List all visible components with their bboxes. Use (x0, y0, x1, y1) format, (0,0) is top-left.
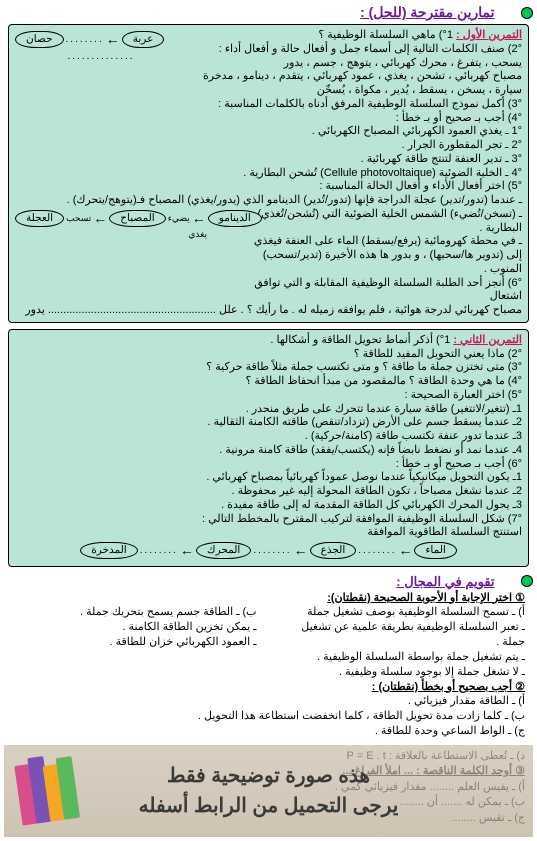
ex1-q5a: ـ عندما (تدور/تدير) عجلة الدراجة فإنها (… (15, 194, 522, 208)
eval-q1-r4: ـ لا تشغل جملة إلا بوجود سلسلة وظيفية . (281, 665, 526, 680)
d1-edge-dots: ........ (66, 34, 104, 47)
evaluation-block: ① اختر الإجابة أو الأجوبة الصحيحة (نقطتا… (12, 591, 525, 739)
d3-node-1: الجذع (310, 542, 357, 559)
ex1-q4d: 4° ـ الخلية الضوئية (Cellule photovoltai… (193, 167, 522, 181)
eval-q2-head: ② أجب بصحيح أو بخطأ (نقطتان) : (12, 680, 525, 695)
d3-e1: ........ (358, 545, 396, 558)
ex2-q6c: 3ـ يحول المحرك الكهربائي كل الطاقة المقد… (15, 499, 522, 513)
eval-q2c: ج) ـ الواط الساعي وحدة للطاقة . (12, 724, 525, 739)
ex2-q5c: 3ـ عندما تدور عنفة تكتسب طاقة (كامنة/حرك… (15, 430, 522, 444)
d2-edge-2: تسحب (66, 213, 91, 224)
arrow-left-icon: ← (106, 31, 120, 49)
ex2-q2: 2°) ماذا يعني التحويل المفيد للطاقة ؟ (15, 348, 522, 362)
watermark-line1: هذه صورة توضيحية فقط (139, 761, 399, 791)
ex1-q5: 5°) اختر أفعال الأداء و أفعال الحالة الم… (15, 180, 522, 194)
ex1-q5d: إلى (تدوير ها/سحبها) ، و بدور ها هذه الأ… (241, 249, 522, 277)
ex2-q4: 4°) ما هي وحدة الطاقة ؟ مالمقصود من مبدأ… (15, 375, 522, 389)
d1-trail-dots: .............. (15, 51, 187, 64)
eval-q1-r2: ـ تعبر السلسلة الوظيفية بطريقة علمية عن … (281, 620, 526, 650)
ex2-q1: 1°) أذكر أنماط تحويل الطاقة و أشكالها . (270, 334, 450, 346)
ex2-q5a: 1ـ (تتغير/لاتتغير) طاقة سيارة عندما تتحر… (15, 403, 522, 417)
eval-q1-l3: ـ العمود الكهربائي خزان للطاقة . (12, 635, 257, 650)
ex1-q4b: 2° ـ تجر المقطورة الجرار . (193, 139, 522, 153)
ex2-q3: 3°) متى تختزن جملة ما طاقة ؟ و متى تكتسب… (15, 361, 522, 375)
watermark-text: هذه صورة توضيحية فقط يرجى التحميل من الر… (139, 761, 399, 821)
arrow-left-icon: ← (294, 542, 308, 560)
d3-e3: ........ (140, 545, 178, 558)
d2-edge-1: يضيء (168, 213, 190, 224)
d2-node-2: العجلة (15, 210, 64, 227)
ex1-q3: 3°) أكمل نموذج السلسلة الوظيفية المرفق أ… (193, 98, 522, 112)
ex1-q4c: 3° ـ تدير العنفة لتنتج طاقة كهربائية . (193, 153, 522, 167)
proposed-exercises-title: تمارين مقترحة (للحل) : (4, 4, 533, 22)
arrow-left-icon: ← (398, 542, 412, 560)
ex1-label: التمرين الأول : (456, 29, 522, 41)
d1-node-1: عربة (122, 31, 165, 48)
eval-q1-l2: ـ يمكن تخزين الطاقة الكامنة . (12, 620, 257, 635)
ex2-q6b: 2ـ عندما نشغل مصباحاً ، تكون الطاقة المح… (15, 485, 522, 499)
exercise-2-box: التمرين الثاني : 1°) أذكر أنماط تحويل ال… (8, 329, 529, 567)
ex1-q6b: مصباح كهربائي لدرجة هوائية ، فلم يوافقه … (15, 304, 522, 318)
section-title-text: تمارين مقترحة (للحل) : (360, 4, 494, 20)
watermark-banner: د) ـ تُعطى الاستطاعة بالعلاقة : P = E . … (4, 745, 533, 837)
d1-node-0: حصان (15, 31, 64, 48)
bullet-dot (521, 7, 533, 19)
ex2-q5d: 4ـ عندما نمد أو نضغط نابضاً فإنه (يكتسب/… (15, 444, 522, 458)
evaluation-title-row: تقويم في المجال : (4, 573, 533, 591)
d3-node-2: المحرك (196, 542, 251, 559)
ex2-label: التمرين الثاني : (453, 334, 522, 346)
ex2-q5b: 2ـ عندما يسقط جسم على الأرض (تزداد/تنقص)… (15, 416, 522, 430)
arrow-left-icon: ← (180, 542, 194, 560)
exercise-1-box: التمرين الأول : 1°) ماهي السلسلة الوظيفي… (8, 24, 529, 323)
ex1-q4: 4°) أجب بـ صحيح أو بـ خطأ : (193, 112, 522, 126)
ex2-q7b: استنتج السلسلة الطاقوية الموافقة (15, 526, 522, 540)
d2-node-1: المصباح (109, 210, 165, 227)
evaluation-title: تقويم في المجال : (396, 574, 494, 589)
ex2-q5: 5°) اختر العبارة الصحيحة : (15, 389, 522, 403)
eval-q1-columns: أ) ـ تسمح السلسلة الوظيفية بوصف تشغيل جم… (12, 605, 525, 679)
arrow-left-icon: ← (192, 210, 206, 228)
ex1-q2: 2°) صنف الكلمات التالية إلى أسماء جمل و … (193, 43, 522, 71)
bullet-dot (521, 575, 533, 587)
d3-node-0: الماء (414, 542, 456, 559)
watermark-line2: يرجى التحميل من الرابط أسفله (139, 791, 399, 821)
eval-q1-l1: ب) ـ الطاقة جسم يسمح بتحريك جملة . (12, 605, 257, 620)
eval-q2a: أ) ـ الطاقة مقدار فيزيائي . (12, 694, 525, 709)
eval-q1-r1: أ) ـ تسمح السلسلة الوظيفية بوصف تشغيل جم… (281, 605, 526, 620)
d3-e2: ........ (253, 545, 291, 558)
eval-q1-r3: ـ يتم تشغيل جملة بواسطة السلسلة الوظيفية… (281, 650, 526, 665)
d2-node-0: الدينامو (208, 210, 262, 227)
ex1-q1: 1°) ماهي السلسلة الوظيفية ؟ (318, 29, 453, 41)
ex1-diagram-2: العجلة تسحب ← المصباح يضيء ← الدينامو يغ… (15, 208, 235, 241)
ex2-q6: 6°) أجب بـ صحيح أو بـ خطأ : (15, 458, 522, 472)
ex2-q6a: 1ـ يكون التحويل ميكانيكياً عندما نوصل عم… (15, 471, 522, 485)
eval-q1-head: ① اختر الإجابة أو الأجوبة الصحيحة (نقطتا… (12, 591, 525, 606)
ex1-q6: 6°) أنجز أحد الطلبة السلسلة الوظيفية الم… (241, 277, 522, 305)
ex2-diagram: المدخرة ........ ← المحرك ........ ← الج… (15, 542, 522, 560)
ex1-q5b: ـ (تسخن/تُضيء) الشمس الخلية الضوئية التي… (241, 208, 522, 236)
ex2-q7: 7°) شكل السلسلة الوظيفية الموافقة لتركيب… (15, 513, 522, 527)
d2-edge-0: يغذي (15, 229, 235, 240)
eval-q2b: ب) ـ كلما زادت مدة تحويل الطاقة ، كلما ا… (12, 709, 525, 724)
books-icon (13, 750, 92, 829)
ex1-q4a: 1° ـ يغذي العمود الكهربائي المصباح الكهر… (193, 125, 522, 139)
ex1-q5c: ـ في محطة كهرومائية (يرفع/يسقط) الماء عل… (241, 235, 522, 249)
d3-node-3: المدخرة (80, 542, 137, 559)
arrow-left-icon: ← (93, 210, 107, 228)
ex1-diagram-1: حصان ........ ← عربة .............. (15, 29, 187, 63)
ex1-q2b: مصباح كهربائي ، تشحن ، يغذي ، عمود كهربا… (193, 70, 522, 98)
